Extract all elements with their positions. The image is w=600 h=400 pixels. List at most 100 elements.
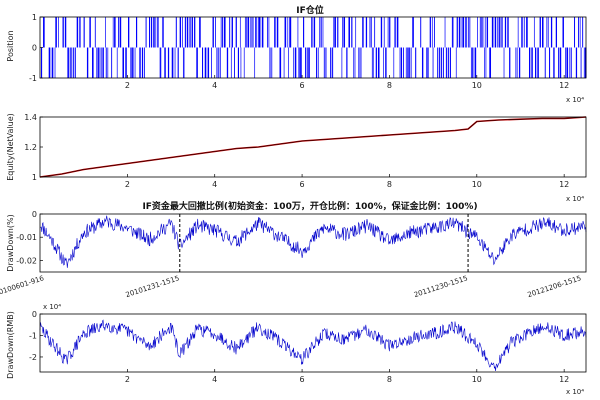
position-bar [396, 17, 399, 48]
position-bar [258, 17, 261, 48]
position-bar [325, 47, 327, 78]
equity-ytick-label: 1 [32, 173, 37, 182]
drawdown-pct-ylabel: DrawDown(%) [6, 214, 15, 271]
position-bar [157, 17, 159, 48]
position-bar [526, 17, 528, 48]
equity-xtick-label: 8 [387, 180, 392, 189]
position-bar [246, 17, 248, 48]
drawdown-pct-ytick-label: -0.02 [16, 256, 37, 265]
drawdown-rmb-plot: 2 4 6 8 10 12 0 -1 -2 x 10⁴ x 10⁴ [29, 303, 587, 396]
position-bar [442, 47, 444, 78]
position-bar [160, 47, 162, 78]
position-bar [319, 17, 321, 48]
equity-line [39, 116, 587, 178]
drawdown-rmb-axes-box [39, 313, 587, 373]
position-bar [271, 47, 273, 78]
position-bar [183, 47, 185, 78]
drawdown-rmb-ytick-label: 0 [32, 310, 37, 319]
position-bar [316, 47, 317, 78]
position-bar [535, 47, 537, 78]
position-bar [300, 47, 302, 78]
position-bar [533, 17, 535, 48]
position-bar [261, 17, 264, 48]
equity-xtick-label: 6 [300, 180, 305, 189]
position-xtick-label: 10 [472, 81, 482, 90]
position-bar [298, 47, 300, 78]
position-bar [159, 47, 161, 78]
position-bar [486, 17, 489, 48]
position-bar [207, 47, 210, 78]
position-bar [394, 17, 396, 48]
position-bar [574, 17, 576, 48]
position-bar [199, 17, 201, 48]
position-bar [420, 17, 422, 48]
position-bar [582, 17, 584, 48]
position-bar [237, 47, 240, 78]
drawdown-date-label: 20111230-1515 [413, 274, 469, 299]
position-bar [473, 47, 475, 78]
position-bar [332, 47, 334, 78]
position-bar [41, 47, 43, 78]
position-bar [465, 17, 467, 48]
position-bar [294, 47, 297, 78]
position-bar [334, 17, 336, 48]
position-bar [72, 47, 74, 78]
drawdown-rmb-xtick-label: 8 [387, 375, 392, 384]
position-bar [353, 47, 355, 78]
position-bar [531, 47, 533, 78]
position-bar [415, 47, 417, 78]
position-bar [76, 17, 79, 48]
position-bar [508, 17, 509, 48]
position-bar [134, 47, 136, 78]
position-bar [119, 17, 122, 48]
position-bar [385, 47, 387, 78]
position-ytick-label: 0 [32, 44, 37, 53]
position-bar [220, 47, 221, 78]
position-bar [440, 47, 442, 78]
position-bar [293, 47, 295, 78]
drawdown-pct-axes-box [39, 213, 587, 273]
position-bar [100, 47, 102, 78]
position-bar [387, 17, 389, 48]
position-bar [222, 17, 224, 48]
position-bar [216, 47, 218, 78]
position-xtick-label: 8 [387, 81, 392, 90]
position-bar [429, 17, 431, 48]
position-bar [578, 17, 580, 48]
position-bar [313, 17, 316, 48]
position-bar [341, 47, 343, 78]
position-bar [499, 17, 501, 48]
position-bar [141, 47, 144, 78]
position-bar [112, 17, 114, 48]
position-bar [469, 17, 471, 48]
position-bar [243, 47, 245, 78]
position-bar [484, 47, 485, 78]
position-bar [529, 47, 531, 78]
position-bar [489, 47, 490, 78]
position-bar [114, 17, 116, 48]
position-bar [144, 47, 145, 78]
position-bar [284, 17, 287, 48]
position-bar [211, 47, 212, 78]
position-bar [274, 17, 276, 48]
position-bar [255, 17, 257, 48]
drawdown-rmb-xtick-label: 6 [300, 375, 305, 384]
position-bar [86, 47, 89, 78]
position-bar [462, 17, 465, 48]
position-bar [171, 47, 174, 78]
equity-xtick-label: 2 [125, 180, 130, 189]
position-bar [579, 17, 581, 48]
position-bar [122, 47, 125, 78]
position-bar [94, 17, 96, 48]
position-bar [562, 17, 564, 48]
position-bar [179, 17, 182, 48]
position-bar [43, 17, 45, 48]
position-bar [565, 47, 566, 78]
position-bar [58, 17, 59, 48]
position-ylabel: Position [6, 30, 15, 61]
position-bar [375, 47, 377, 78]
position-bar [268, 17, 270, 48]
position-bar [374, 17, 376, 48]
drawdown-rmb-ytick-label: -1 [29, 331, 37, 340]
drawdown-pct-ytick-label: -0.01 [16, 233, 37, 242]
